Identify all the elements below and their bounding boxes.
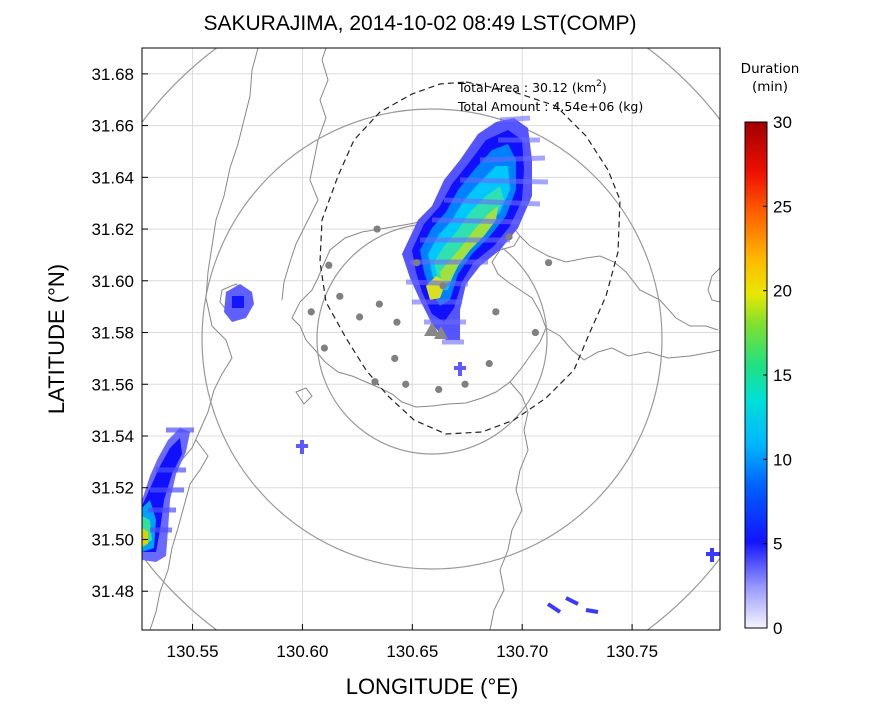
plume-scattered-southeast <box>546 548 720 614</box>
x-tick-label: 130.75 <box>606 642 658 661</box>
x-axis-label: LONGITUDE (°E) <box>346 674 519 699</box>
total-amount-label: Total Amount : 4.54e+06 (kg) <box>457 99 643 114</box>
station-marker <box>544 259 553 267</box>
y-axis-ticks: 31.48 31.50 31.52 31.54 31.56 31.58 31.60 31.62… <box>91 65 148 601</box>
y-tick-label: 31.58 <box>91 324 134 343</box>
station-marker <box>320 344 329 352</box>
station-marker <box>531 328 539 337</box>
ash-fall-plumes <box>142 115 720 614</box>
colorbar-tick-label: 0 <box>773 619 782 638</box>
colorbar-tick-label: 15 <box>773 366 792 385</box>
station-marker <box>492 308 500 316</box>
colorbar-tick-label: 25 <box>773 197 792 216</box>
islet <box>295 387 313 405</box>
y-tick-label: 31.62 <box>91 220 134 239</box>
vent-markers <box>424 322 448 339</box>
station-marker <box>402 380 410 388</box>
map-panel: Total Area : 30.12 (km2) Total Amount : … <box>141 47 721 631</box>
svg-text:Total Area : 30.12 (km2): Total Area : 30.12 (km2) <box>457 79 607 95</box>
colorbar-tick-label: 5 <box>773 535 782 554</box>
total-area-unit-superscript: 2 <box>596 79 602 89</box>
x-axis-ticks: 130.55 130.60 130.65 130.70 130.75 <box>167 624 658 661</box>
south-coastline <box>489 381 529 630</box>
y-tick-label: 31.60 <box>91 272 134 291</box>
totals-annotation: Total Area : 30.12 (km2) Total Amount : … <box>457 79 643 114</box>
x-tick-label: 130.70 <box>496 642 548 661</box>
y-tick-label: 31.64 <box>91 168 134 187</box>
osumi-coastline <box>281 48 720 361</box>
colorbar: Duration (min) 0 5 10 15 20 25 30 <box>741 61 800 638</box>
station-marker <box>371 378 379 386</box>
colorbar-tick-label: 30 <box>773 113 792 132</box>
station-marker <box>325 261 333 269</box>
station-marker <box>375 300 383 308</box>
plume-scattered-west <box>224 284 466 454</box>
analysis-area-boundary <box>319 81 621 435</box>
station-marker <box>373 225 381 233</box>
y-tick-label: 31.50 <box>91 530 134 549</box>
y-tick-label: 31.56 <box>91 375 134 394</box>
y-axis-label: LATITUDE (°N) <box>44 264 69 414</box>
station-marker <box>355 313 364 321</box>
y-tick-label: 31.66 <box>91 117 134 136</box>
plume-west-coast <box>142 427 194 562</box>
station-marker <box>439 282 447 290</box>
colorbar-ticks: 0 5 10 15 20 25 30 <box>763 113 792 638</box>
colorbar-tick-label: 20 <box>773 282 792 301</box>
colorbar-unit: (min) <box>752 79 788 95</box>
map-frame <box>141 47 721 631</box>
total-area-unit-close: ) <box>602 80 607 95</box>
y-tick-label: 31.68 <box>91 65 134 84</box>
total-area-label: Total Area : 30.12 (km <box>457 80 596 95</box>
vent-showa-marker <box>434 326 448 339</box>
monitoring-stations <box>307 225 553 394</box>
x-tick-label: 130.55 <box>167 642 219 661</box>
station-marker <box>391 354 399 362</box>
colorbar-tick-label: 10 <box>773 450 792 469</box>
station-marker <box>307 308 315 316</box>
range-circle-middle <box>201 108 663 570</box>
colorbar-title: Duration <box>741 61 800 77</box>
station-marker <box>505 233 513 241</box>
chart-title: SAKURAJIMA, 2014-10-02 08:49 LST(COMP) <box>203 12 636 35</box>
vent-minamidake-marker <box>424 322 440 336</box>
station-marker <box>485 359 493 368</box>
y-tick-label: 31.54 <box>91 427 134 446</box>
x-tick-label: 130.65 <box>386 642 438 661</box>
station-marker <box>461 380 469 388</box>
station-marker <box>393 318 401 326</box>
x-tick-label: 130.60 <box>276 642 328 661</box>
station-marker <box>435 385 443 394</box>
y-tick-label: 31.52 <box>91 479 134 498</box>
station-marker <box>413 259 421 267</box>
station-marker <box>336 292 344 300</box>
y-tick-label: 31.48 <box>91 582 134 601</box>
plume-main <box>402 115 549 345</box>
